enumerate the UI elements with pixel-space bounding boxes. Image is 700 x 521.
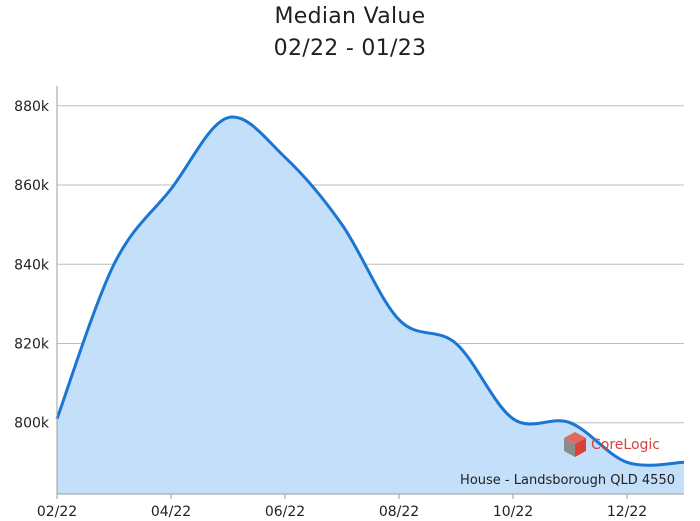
x-tick-label: 02/22 xyxy=(37,504,77,520)
y-tick-label: 820k xyxy=(14,336,50,352)
chart-title: Median Value xyxy=(274,4,426,29)
corelogic-brand: CoreLogic xyxy=(591,437,660,453)
y-tick-label: 860k xyxy=(14,178,50,194)
x-axis-ticks: 02/22 04/22 06/22 08/22 10/22 12/22 xyxy=(37,494,647,520)
area-fill xyxy=(57,117,684,495)
chart-subtitle: 02/22 - 01/23 xyxy=(273,36,427,61)
corelogic-cube-icon xyxy=(564,432,586,457)
property-caption: House - Landsborough QLD 4550 xyxy=(460,473,675,488)
x-tick-label: 04/22 xyxy=(151,504,191,520)
y-tick-label: 880k xyxy=(14,99,50,115)
median-value-line xyxy=(55,115,685,467)
y-axis-ticks: 800k 820k 840k 860k 880k xyxy=(14,99,50,432)
corelogic-watermark: CoreLogic xyxy=(564,432,660,457)
x-tick-label: 08/22 xyxy=(379,504,419,520)
axes xyxy=(56,86,684,495)
y-tick-label: 840k xyxy=(14,257,50,273)
y-tick-label: 800k xyxy=(14,416,50,432)
x-tick-label: 10/22 xyxy=(493,504,533,520)
x-tick-label: 12/22 xyxy=(607,504,647,520)
x-tick-label: 06/22 xyxy=(265,504,305,520)
